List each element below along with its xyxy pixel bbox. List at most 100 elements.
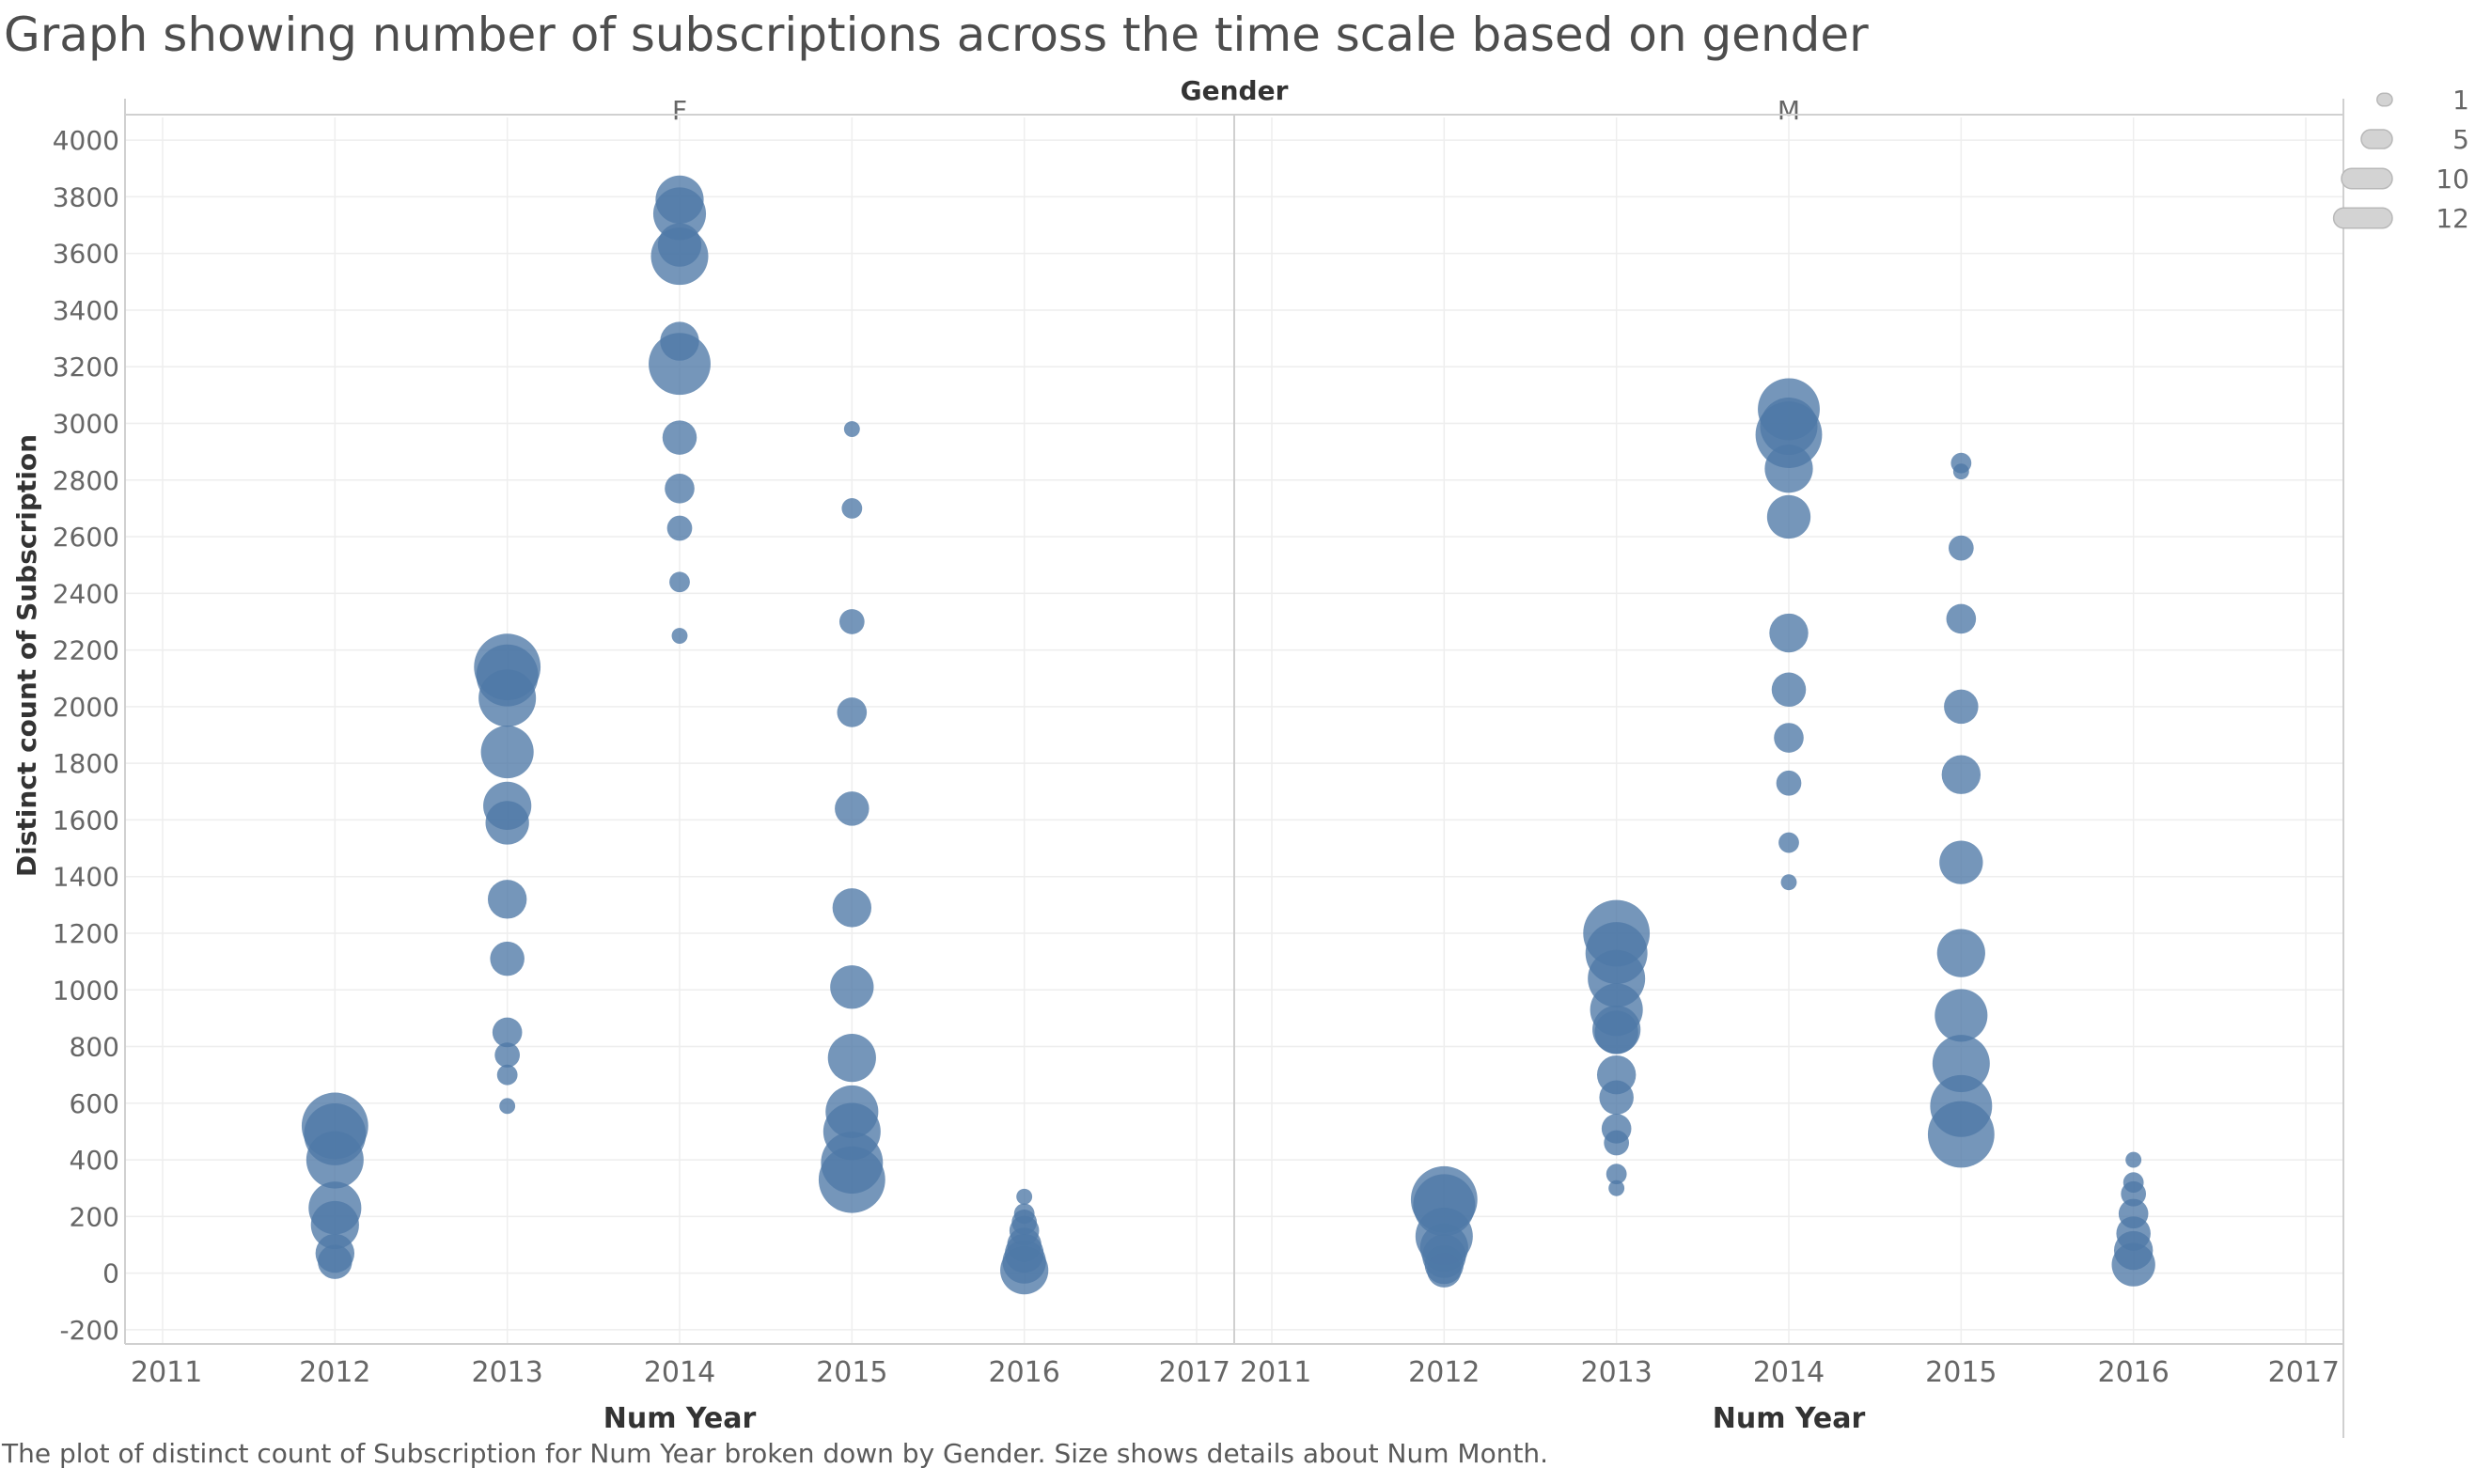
data-point — [1939, 840, 1983, 884]
data-point — [830, 965, 874, 1009]
y-tick-label: 1600 — [53, 804, 119, 836]
x-tick-label: 2014 — [644, 1356, 715, 1389]
data-point — [2123, 1172, 2144, 1194]
size-legend-label: 10 — [2436, 164, 2469, 195]
size-legend-label: 1 — [2452, 85, 2469, 116]
data-point — [485, 801, 529, 845]
size-legend-label: 5 — [2452, 124, 2469, 155]
data-point — [1604, 1130, 1630, 1156]
size-legend-mark — [2332, 207, 2393, 229]
data-point — [480, 726, 534, 779]
data-point — [662, 420, 697, 455]
y-tick-label: 2200 — [53, 635, 119, 666]
x-tick-label: 2017 — [2268, 1356, 2340, 1389]
x-tick-label: 2011 — [131, 1356, 202, 1389]
data-point — [838, 609, 865, 634]
x-tick-label: 2012 — [1408, 1356, 1480, 1389]
data-point — [487, 880, 527, 919]
data-point — [1780, 874, 1797, 891]
data-point — [671, 628, 688, 644]
column-header: Gender — [1181, 75, 1289, 106]
y-tick-label: 1000 — [53, 975, 119, 1006]
y-tick-label: 200 — [70, 1201, 119, 1232]
data-point — [2125, 1151, 2142, 1168]
data-point — [1016, 1188, 1033, 1205]
data-point — [827, 1034, 876, 1083]
data-point — [1935, 989, 1988, 1042]
y-tick-label: 2800 — [53, 465, 119, 496]
x-axis-title: Num Year — [603, 1402, 757, 1435]
data-point — [825, 1085, 879, 1138]
y-tick-label: 1200 — [53, 918, 119, 949]
data-point — [1936, 929, 1985, 977]
data-point — [499, 1098, 516, 1115]
x-tick-label: 2015 — [816, 1356, 887, 1389]
data-point — [1778, 832, 1799, 853]
chart-caption: The plot of distinct count of Subscripti… — [2, 1438, 1549, 1469]
chart-title: Graph showing number of subscriptions ac… — [4, 8, 1869, 62]
data-point — [1771, 672, 1807, 708]
size-legend-mark — [2360, 129, 2393, 149]
y-tick-label: 3200 — [53, 351, 119, 383]
data-point — [478, 669, 537, 727]
x-tick-label: 2011 — [1240, 1356, 1311, 1389]
data-point — [1608, 1179, 1625, 1196]
data-point — [1944, 689, 1979, 725]
data-point — [665, 474, 695, 504]
data-point — [1760, 398, 1818, 456]
x-tick-label: 2015 — [1925, 1356, 1997, 1389]
y-tick-label: 2600 — [53, 522, 119, 553]
data-point — [1769, 613, 1809, 653]
data-point — [841, 498, 863, 519]
y-tick-label: 3000 — [53, 408, 119, 439]
y-tick-label: 2000 — [53, 692, 119, 723]
data-point — [496, 1064, 518, 1086]
data-point — [1776, 770, 1802, 796]
y-tick-label: 2400 — [53, 578, 119, 609]
x-tick-label: 2016 — [2097, 1356, 2169, 1389]
size-legend-label: 12 — [2436, 203, 2469, 234]
y-tick-label: 800 — [70, 1032, 119, 1063]
data-point — [832, 888, 872, 928]
data-point — [1766, 494, 1811, 539]
data-point — [666, 515, 693, 541]
data-point — [655, 175, 704, 225]
data-point — [490, 941, 525, 976]
data-point — [1946, 603, 1977, 634]
data-point — [1930, 1074, 1993, 1137]
x-tick-label: 2016 — [988, 1356, 1059, 1389]
data-point — [657, 223, 702, 267]
data-point — [669, 571, 690, 593]
panel-header-label: M — [1778, 95, 1800, 126]
data-point — [1599, 1080, 1634, 1116]
x-tick-label: 2017 — [1159, 1356, 1230, 1389]
x-tick-label: 2013 — [1580, 1356, 1652, 1389]
size-legend-mark — [2341, 167, 2393, 190]
data-point — [1013, 1203, 1035, 1225]
y-tick-label: -200 — [59, 1315, 119, 1346]
data-point — [318, 1244, 352, 1279]
data-point — [1427, 1253, 1462, 1288]
y-tick-label: 3600 — [53, 239, 119, 270]
y-tick-label: 3400 — [53, 295, 119, 326]
data-point — [660, 321, 699, 361]
data-point — [1774, 723, 1804, 753]
x-axis-title: Num Year — [1713, 1402, 1866, 1435]
data-point — [1941, 755, 1982, 794]
y-tick-label: 1800 — [53, 748, 119, 779]
data-point — [305, 1131, 364, 1189]
data-point — [1932, 1035, 1990, 1093]
x-tick-label: 2012 — [299, 1356, 370, 1389]
data-point — [2118, 1198, 2149, 1229]
y-tick-label: 4000 — [53, 125, 119, 156]
data-point — [494, 1042, 521, 1068]
y-tick-label: 3800 — [53, 181, 119, 212]
data-point — [837, 697, 868, 727]
data-point — [843, 421, 860, 437]
y-tick-label: 0 — [102, 1258, 119, 1289]
size-legend-mark — [2376, 92, 2393, 107]
y-tick-label: 600 — [70, 1088, 119, 1119]
x-tick-label: 2014 — [1753, 1356, 1825, 1389]
data-point — [1948, 535, 1974, 561]
